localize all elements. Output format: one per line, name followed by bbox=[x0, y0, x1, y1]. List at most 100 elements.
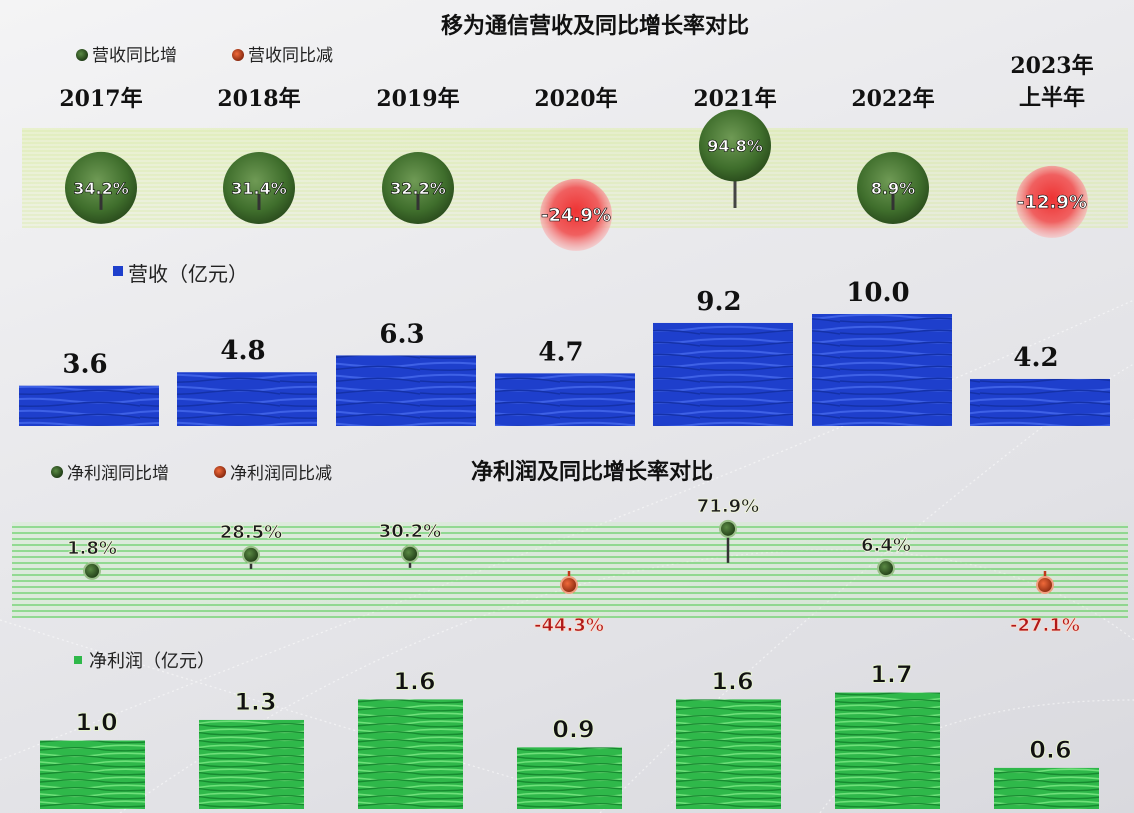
year-label-line: 2021年 bbox=[693, 86, 776, 112]
year-label-line: 2018年 bbox=[217, 86, 300, 112]
revenue-bar-label: 3.6 bbox=[62, 350, 107, 380]
year-label: 2021年 bbox=[693, 86, 776, 112]
year-labels: 2017年 2018年 2019年 2020年 2021年 2022年 2023年上半年 bbox=[59, 53, 1093, 112]
profit-chart-title: 净利润及同比增长率对比 bbox=[471, 459, 713, 485]
profit-bar bbox=[40, 740, 145, 809]
year-label-line: 2020年 bbox=[534, 86, 617, 112]
profit-growth-increase: 71.9% bbox=[696, 495, 760, 563]
growth-label: 6.4% bbox=[861, 535, 911, 556]
profit-bar bbox=[994, 767, 1099, 809]
year-label: 2020年 bbox=[534, 86, 617, 112]
profit-bar-label: 0.6 bbox=[1029, 736, 1072, 764]
profit-bar-label: 1.7 bbox=[870, 661, 913, 689]
revenue-growth-decrease: -12.9% bbox=[1016, 165, 1088, 238]
growth-label: 34.2% bbox=[73, 179, 129, 198]
legend-increase-label: 净利润同比增 bbox=[67, 464, 169, 484]
growth-bubble bbox=[223, 152, 295, 224]
profit-growth-increase: 6.4% bbox=[861, 535, 911, 578]
growth-label: 1.8% bbox=[67, 538, 117, 559]
year-label: 2019年 bbox=[376, 86, 459, 112]
revenue-bar bbox=[177, 372, 317, 426]
profit-bar bbox=[358, 699, 463, 809]
growth-dot bbox=[560, 576, 578, 594]
growth-label: 8.9% bbox=[871, 179, 915, 198]
year-label: 2017年 bbox=[59, 86, 142, 112]
revenue-bars: 3.6 4.8 6.3 4.7 9.2 10.0 4.2 bbox=[19, 278, 1110, 426]
revenue-band-lines bbox=[22, 130, 1128, 228]
revenue-legend: 营收（亿元） bbox=[113, 262, 248, 286]
legend-decrease-marker bbox=[232, 49, 244, 61]
profit-legend: 净利润（亿元） bbox=[74, 651, 215, 672]
profit-bar bbox=[835, 692, 940, 809]
growth-label: -12.9% bbox=[1017, 192, 1087, 213]
growth-dot bbox=[1036, 576, 1054, 594]
legend-decrease-label: 净利润同比减 bbox=[230, 464, 332, 484]
growth-bubble bbox=[65, 151, 137, 224]
revenue-bar bbox=[812, 314, 952, 426]
growth-bubble bbox=[1016, 165, 1088, 238]
growth-label: 71.9% bbox=[697, 496, 759, 517]
revenue-growth-increase: 94.8% bbox=[699, 109, 771, 208]
growth-bubble bbox=[857, 152, 929, 224]
profit-bar-label: 0.9 bbox=[552, 715, 595, 743]
profit-bar-label: 1.3 bbox=[234, 688, 277, 716]
year-label: 2023年上半年 bbox=[1010, 53, 1093, 111]
growth-label: 28.5% bbox=[220, 522, 282, 543]
revenue-bar bbox=[970, 378, 1110, 426]
growth-bubble bbox=[699, 109, 771, 182]
growth-dot bbox=[83, 561, 101, 580]
legend-decrease-label: 营收同比减 bbox=[248, 46, 333, 66]
revenue-bar-label: 4.8 bbox=[220, 336, 265, 366]
growth-label: 30.2% bbox=[379, 521, 441, 542]
revenue-chart-title: 移为通信营收及同比增长率对比 bbox=[441, 13, 749, 39]
growth-label: 32.2% bbox=[390, 179, 446, 198]
growth-label: 31.4% bbox=[231, 179, 287, 198]
profit-growth-increase: 30.2% bbox=[378, 520, 442, 568]
profit-bar-label: 1.0 bbox=[75, 709, 118, 737]
profit-growth-increase: 1.8% bbox=[67, 538, 117, 580]
revenue-growth-markers: 34.2% 31.4% 32.2% -24.9% 94.8% 8.9% -12.9% bbox=[65, 109, 1088, 251]
profit-bars: 1.0 1.3 1.6 0.9 1.6 1.7 0.6 bbox=[40, 660, 1099, 809]
revenue-bar bbox=[653, 322, 793, 426]
revenue-growth-increase: 34.2% bbox=[65, 151, 137, 224]
profit-growth-decrease: -44.3% bbox=[534, 571, 604, 636]
revenue-growth-increase: 8.9% bbox=[857, 152, 929, 224]
revenue-legend-swatch bbox=[113, 266, 123, 276]
profit-bar-label: 1.6 bbox=[393, 667, 436, 695]
growth-dot bbox=[242, 545, 260, 564]
legend-increase-marker bbox=[51, 466, 63, 478]
revenue-growth-increase: 32.2% bbox=[382, 152, 454, 224]
profit-growth-markers: 1.8% 28.5% 30.2% -44.3% 71.9% 6.4% -27.1% bbox=[67, 495, 1081, 636]
growth-label: 94.8% bbox=[707, 136, 763, 155]
year-label: 2022年 bbox=[851, 86, 934, 112]
growth-label: -24.9% bbox=[541, 205, 611, 226]
growth-bubble bbox=[382, 152, 454, 224]
growth-dot bbox=[401, 544, 419, 563]
profit-bar bbox=[517, 747, 622, 809]
year-label-line: 2022年 bbox=[851, 86, 934, 112]
revenue-bar bbox=[19, 385, 159, 426]
revenue-growth-increase: 31.4% bbox=[223, 152, 295, 224]
revenue-bar bbox=[495, 373, 635, 426]
revenue-growth-decrease: -24.9% bbox=[540, 178, 612, 251]
revenue-growth-legend: 营收同比增 营收同比减 bbox=[76, 46, 333, 66]
year-label: 2018年 bbox=[217, 86, 300, 112]
growth-label: -44.3% bbox=[534, 615, 604, 636]
profit-growth-increase: 28.5% bbox=[219, 522, 283, 569]
revenue-legend-label: 营收（亿元） bbox=[128, 262, 248, 286]
profit-bar-label: 1.6 bbox=[711, 667, 754, 695]
profit-growth-legend: 净利润同比增 净利润同比减 bbox=[51, 464, 332, 484]
growth-dot bbox=[719, 519, 737, 538]
revenue-bar-label: 9.2 bbox=[696, 287, 741, 317]
profit-growth-band bbox=[12, 522, 1128, 618]
growth-dot bbox=[877, 559, 895, 578]
growth-label: -27.1% bbox=[1010, 615, 1080, 636]
legend-increase-marker bbox=[76, 49, 88, 61]
legend-increase-label: 营收同比增 bbox=[92, 46, 177, 66]
revenue-bar-label: 4.2 bbox=[1013, 343, 1058, 373]
year-label-line: 上半年 bbox=[1019, 85, 1085, 111]
profit-bar bbox=[199, 719, 304, 809]
year-label-line: 2019年 bbox=[376, 86, 459, 112]
profit-legend-label: 净利润（亿元） bbox=[89, 651, 215, 672]
